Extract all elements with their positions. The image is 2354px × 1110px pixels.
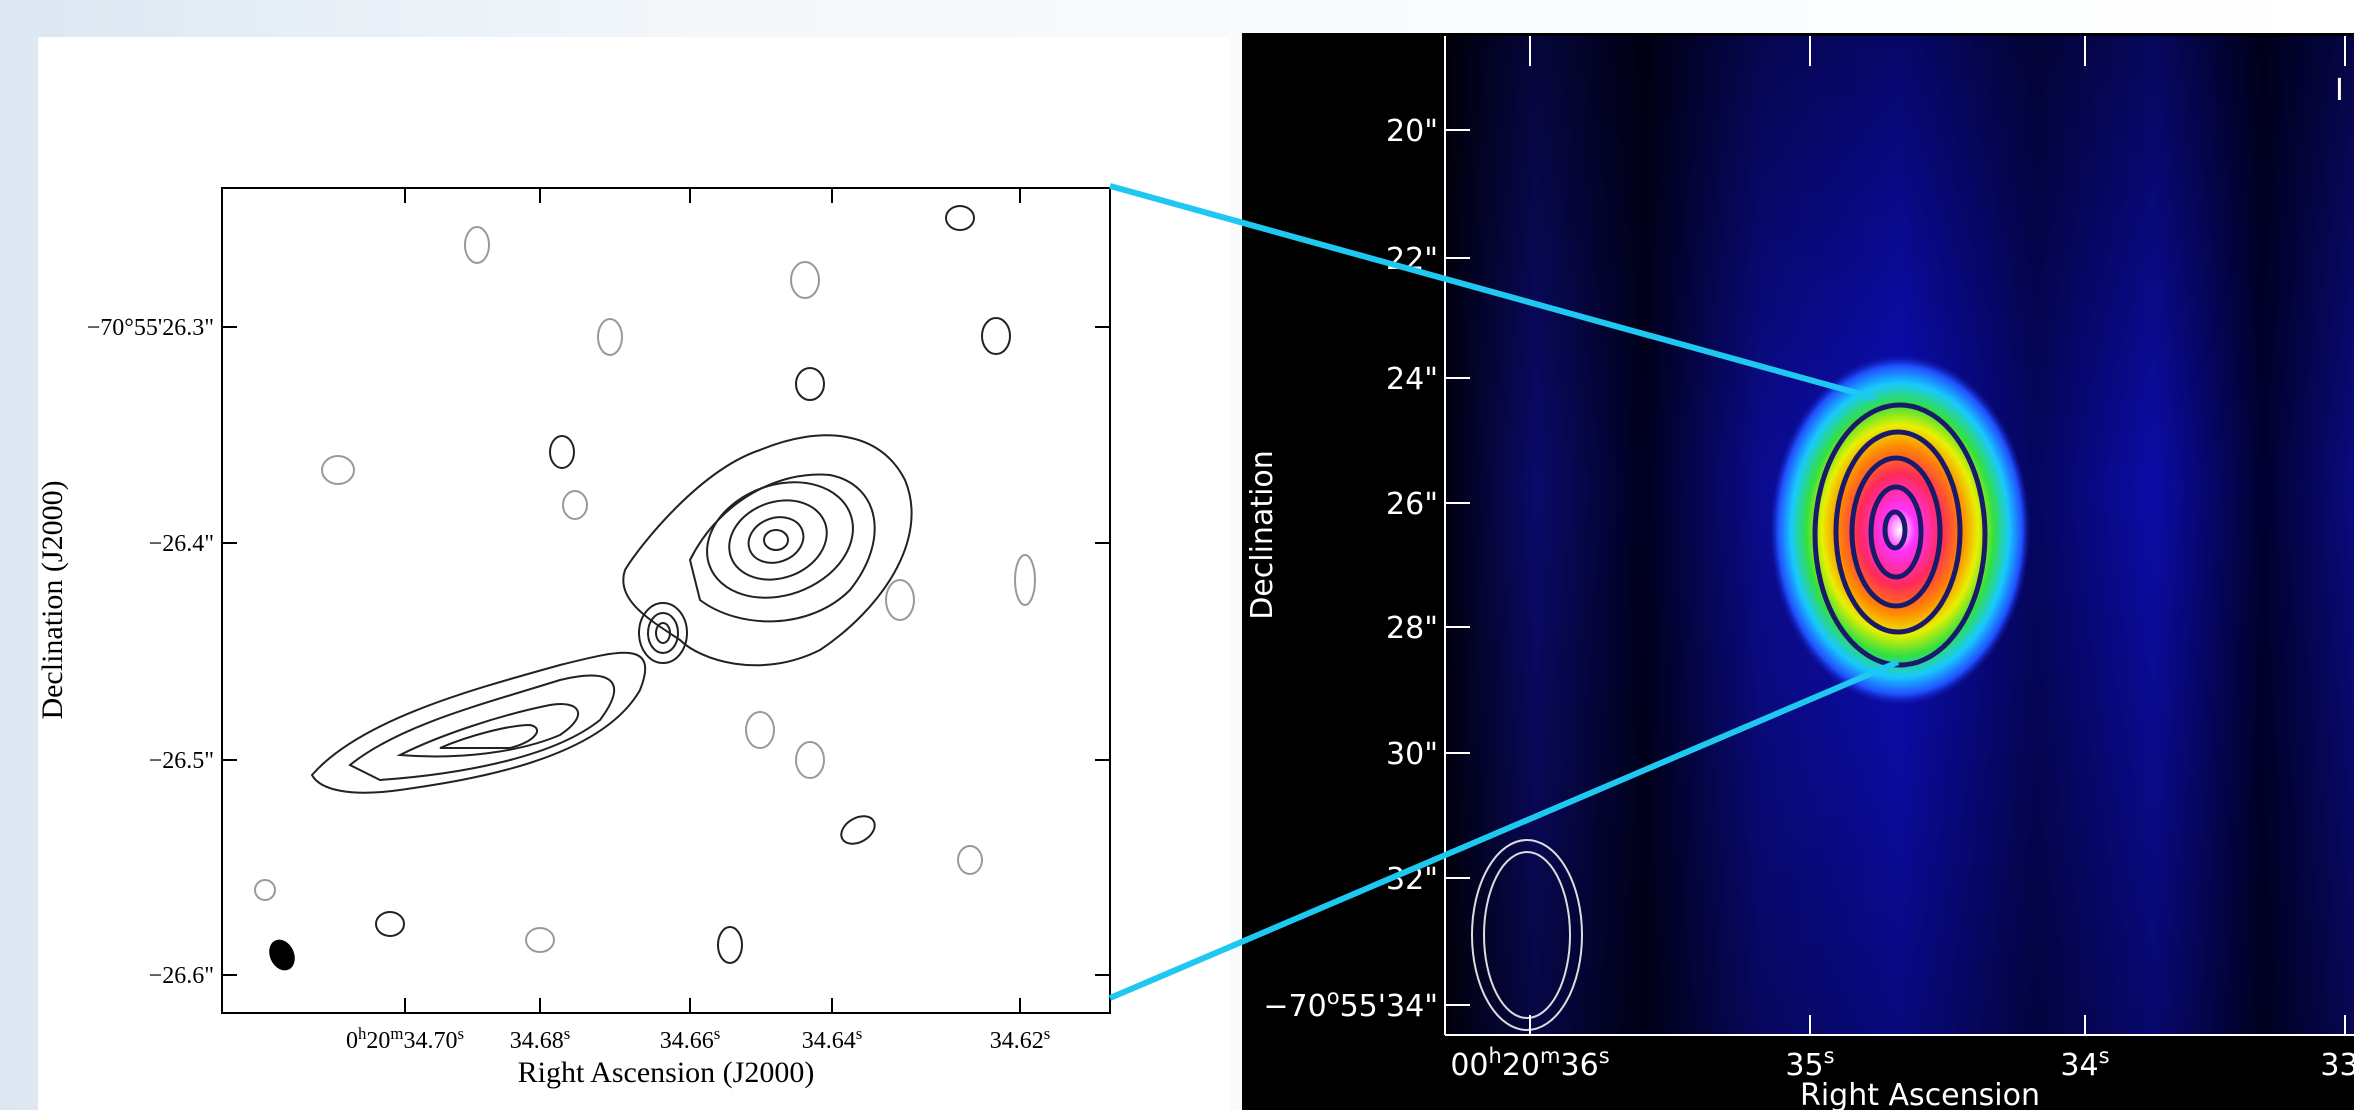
label-part: 34.70 — [403, 1028, 457, 1054]
left-x-tick-label: 34.68s — [510, 1024, 571, 1055]
label-part: 35 — [1785, 1048, 1823, 1083]
right-x-tick-label: 34s — [2060, 1044, 2109, 1083]
right-frame — [1444, 36, 2354, 1036]
right-x-ticks — [1529, 36, 2346, 1035]
superscript: s — [1824, 1044, 1835, 1068]
label-part: 26" — [1386, 487, 1438, 522]
superscript: h — [358, 1024, 367, 1043]
superscript: s — [1599, 1044, 1610, 1068]
label-part: 20" — [1386, 114, 1438, 149]
right-x-tick-label: 00h20m36s — [1450, 1044, 1609, 1083]
superscript: s — [564, 1024, 571, 1043]
label-part: −70 — [1263, 989, 1326, 1024]
label-part: 34 — [2060, 1048, 2098, 1083]
left-y-tick-label: −26.5" — [149, 748, 214, 774]
superscript: s — [714, 1024, 721, 1043]
right-y-tick-label: 30" — [1386, 737, 1438, 772]
superscript: s — [1044, 1024, 1051, 1043]
label-part: 28" — [1386, 611, 1438, 646]
right-y-tick-label: 26" — [1386, 487, 1438, 522]
right-y-tick-label: 20" — [1386, 114, 1438, 149]
superscript: s — [856, 1024, 863, 1043]
left-x-tick-label: 34.62s — [990, 1024, 1051, 1055]
label-part: 34.64 — [802, 1028, 856, 1054]
right-y-tick-label: −70o55'34" — [1263, 985, 1438, 1024]
left-x-tick-label: 34.66s — [660, 1024, 721, 1055]
label-part: 34.62 — [990, 1028, 1044, 1054]
superscript: o — [1327, 985, 1340, 1009]
left-y-axis-label: Declination (J2000) — [36, 480, 69, 719]
right-beam — [1471, 839, 1583, 1031]
left-y-tick-label: −26.4" — [149, 531, 214, 557]
superscript: s — [457, 1024, 464, 1043]
left-y-tick-label: −70°55'26.3" — [87, 315, 214, 341]
label-part: 0 — [346, 1028, 358, 1054]
left-panel — [38, 37, 1230, 1110]
superscript: h — [1489, 1044, 1502, 1068]
left-x-axis-label: Right Ascension (J2000) — [518, 1056, 815, 1089]
right-corner-label: I — [2335, 73, 2344, 108]
right-contours — [1812, 402, 1988, 668]
left-contours — [310, 205, 1011, 964]
label-part: 34.68 — [510, 1028, 564, 1054]
label-part: 33 — [2320, 1048, 2354, 1083]
left-x-tick-label: 0h20m34.70s — [346, 1024, 464, 1055]
label-part: 24" — [1386, 362, 1438, 397]
label-part: −26.6" — [149, 963, 214, 989]
label-part: 34.66 — [660, 1028, 714, 1054]
right-x-tick-label: 35s — [1785, 1044, 1834, 1083]
label-part: −26.4" — [149, 531, 214, 557]
superscript: m — [1540, 1044, 1560, 1068]
label-part: 30" — [1386, 737, 1438, 772]
left-x-tick-label: 34.64s — [802, 1024, 863, 1055]
right-y-tick-label: 28" — [1386, 611, 1438, 646]
label-part: −26.5" — [149, 748, 214, 774]
right-x-axis-label: Right Ascension — [1800, 1078, 2040, 1110]
label-part: 00 — [1450, 1048, 1488, 1083]
left-faint-contours — [254, 226, 1036, 953]
zoom-connectors — [1108, 183, 1900, 1001]
right-x-tick-label: 33s — [2320, 1044, 2354, 1083]
superscript: s — [2099, 1044, 2110, 1068]
left-beam — [269, 939, 295, 971]
label-part: 36 — [1561, 1048, 1599, 1083]
right-y-tick-label: 24" — [1386, 362, 1438, 397]
label-part: 55'34" — [1340, 989, 1438, 1024]
label-part: −70°55'26.3" — [87, 315, 214, 341]
left-y-tick-label: −26.6" — [149, 963, 214, 989]
superscript: m — [390, 1024, 403, 1043]
left-plot-frame — [221, 187, 1111, 1014]
label-part: 20 — [366, 1028, 390, 1054]
left-frame-ticks — [222, 188, 1110, 1013]
label-part: 20 — [1502, 1048, 1540, 1083]
right-y-axis-label: Declination — [1245, 450, 1280, 620]
